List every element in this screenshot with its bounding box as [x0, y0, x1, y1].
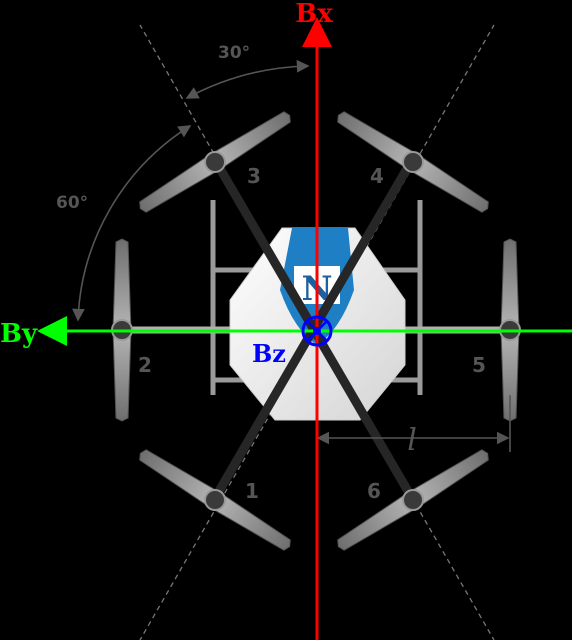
by-label: By	[0, 319, 38, 349]
bz-axis-marker	[301, 315, 333, 347]
angle-label-60: 60°	[56, 193, 88, 213]
motor-label-5: 5	[472, 353, 486, 377]
motor-hub-3	[204, 151, 226, 173]
dimension-l	[316, 395, 511, 452]
dimension-label-l: l	[407, 423, 417, 458]
bx-label: Bx	[295, 0, 333, 29]
motor-label-1: 1	[245, 479, 259, 503]
bz-label: Bz	[252, 339, 286, 368]
motor-hub-4	[402, 151, 424, 173]
angle-annotations	[72, 59, 310, 322]
motor-label-2: 2	[138, 353, 152, 377]
motor-label-6: 6	[367, 479, 381, 503]
motor-labels: 3 4 2 5 1 6	[138, 164, 486, 503]
motor-label-4: 4	[370, 164, 384, 188]
angle-arc-30	[185, 59, 310, 99]
motor-hub-1	[204, 489, 226, 511]
angle-arc-60	[72, 125, 192, 322]
angle-label-30: 30°	[218, 43, 250, 63]
motor-hub-6	[402, 489, 424, 511]
motor-label-3: 3	[247, 164, 261, 188]
